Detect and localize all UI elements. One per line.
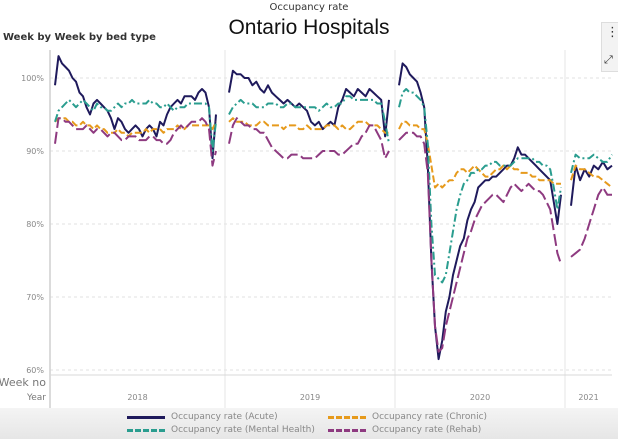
chart-supertitle: Occupancy rate	[269, 2, 349, 13]
chart-toolbar: ⋮ ⤢	[601, 22, 618, 72]
legend-item-rehab[interactable]: Occupancy rate (Rehab)	[328, 425, 481, 435]
more-vertical-icon[interactable]: ⋮	[606, 25, 618, 40]
chart-title: Ontario Hospitals	[228, 16, 390, 39]
year-label: 2019	[300, 393, 320, 402]
expand-icon[interactable]: ⤢	[604, 53, 613, 66]
grid	[50, 77, 612, 371]
legend-item-chronic[interactable]: Occupancy rate (Chronic)	[328, 412, 487, 422]
legend-swatch-rehab	[328, 428, 366, 432]
series-line-occupancy-rate-mental-health-2019[interactable]	[228, 95, 390, 144]
axes: 60% 70% 80% 90% 100% Week no Year 2018 2019 2020 2…	[0, 50, 612, 408]
legend-label-mental-health: Occupancy rate (Mental Health)	[171, 425, 315, 435]
legend-label-acute: Occupancy rate (Acute)	[171, 412, 278, 422]
series-line-occupancy-rate-acute-2021[interactable]	[570, 160, 613, 206]
series-line-occupancy-rate-mental-health-2021[interactable]	[570, 153, 613, 174]
year-label: 2021	[578, 393, 598, 402]
year-label: 2020	[470, 393, 490, 402]
legend-item-acute[interactable]: Occupancy rate (Acute)	[127, 412, 278, 422]
legend-swatch-mental-health	[127, 428, 165, 432]
series-line-occupancy-rate-rehab-2018[interactable]	[54, 117, 217, 167]
series-line-occupancy-rate-mental-health-2018[interactable]	[54, 98, 217, 152]
legend-label-rehab: Occupancy rate (Rehab)	[372, 425, 482, 435]
legend-item-mental-health[interactable]: Occupancy rate (Mental Health)	[127, 425, 315, 435]
y-tick-label: 90%	[26, 147, 44, 156]
series-lines	[54, 55, 613, 361]
y-tick-label: 60%	[26, 366, 44, 375]
year-label: 2018	[127, 393, 147, 402]
line-chart: 60% 70% 80% 90% 100% Week no Year 2018 2019 2020 2…	[0, 50, 613, 408]
series-line-occupancy-rate-mental-health-2020[interactable]	[398, 88, 562, 284]
legend-swatch-acute	[127, 415, 165, 419]
y-tick-label: 70%	[26, 293, 44, 302]
legend: Occupancy rate (Acute) Occupancy rate (C…	[0, 408, 618, 439]
series-line-occupancy-rate-rehab-2021[interactable]	[570, 186, 612, 258]
series-line-occupancy-rate-rehab-2020[interactable]	[398, 131, 562, 353]
series-line-occupancy-rate-acute-2018[interactable]	[54, 55, 217, 160]
series-line-occupancy-rate-chronic-2018[interactable]	[54, 117, 217, 138]
legend-label-chronic: Occupancy rate (Chronic)	[372, 412, 488, 422]
week-no-row-label: Week no	[0, 376, 46, 389]
series-line-occupancy-rate-rehab-2019[interactable]	[228, 117, 390, 160]
series-line-occupancy-rate-chronic-2019[interactable]	[228, 117, 389, 134]
series-line-occupancy-rate-chronic-2021[interactable]	[570, 164, 613, 189]
y-tick-label: 100%	[21, 74, 44, 83]
series-line-occupancy-rate-acute-2019[interactable]	[228, 69, 390, 138]
series-line-occupancy-rate-chronic-2020[interactable]	[398, 120, 561, 189]
legend-swatch-chronic	[328, 415, 366, 419]
y-tick-label: 80%	[26, 220, 44, 229]
year-row-label: Year	[26, 393, 46, 403]
chart-subtitle: Week by Week by bed type	[3, 32, 156, 43]
